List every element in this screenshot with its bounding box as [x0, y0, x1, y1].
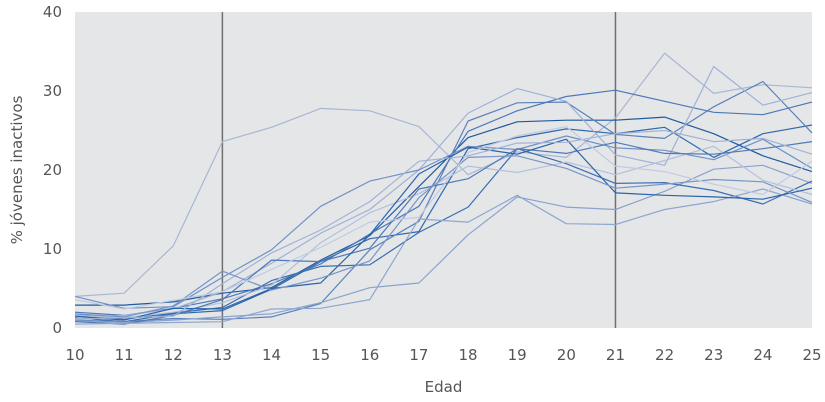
y-axis-ticks: 0 10 20 30 40 [43, 3, 62, 337]
series-line-8 [74, 148, 813, 320]
x-tick-label: 19 [508, 346, 527, 364]
series-line-14 [74, 129, 813, 320]
y-tick-label: 40 [43, 3, 62, 21]
x-tick-label: 22 [655, 346, 674, 364]
y-tick-label: 10 [43, 240, 62, 258]
x-axis-ticks: 10 11 12 13 14 15 16 17 18 19 20 21 22 23 24 25 [65, 346, 821, 364]
series-line-2 [75, 116, 813, 306]
x-tick-label: 12 [164, 346, 183, 364]
series-line-12 [74, 188, 813, 325]
x-tick-label: 11 [115, 346, 134, 364]
x-tick-label: 21 [606, 346, 625, 364]
series-line-11 [74, 141, 813, 325]
series-line-13 [74, 138, 813, 321]
x-tick-label: 13 [213, 346, 232, 364]
series-lines [74, 52, 813, 325]
series-line-3 [74, 124, 813, 323]
y-tick-label: 0 [52, 319, 62, 337]
x-tick-label: 16 [360, 346, 379, 364]
series-line-1 [74, 52, 813, 297]
series-line-6 [74, 89, 813, 316]
x-tick-label: 23 [704, 346, 723, 364]
x-tick-label: 18 [459, 346, 478, 364]
series-line-16 [74, 125, 813, 310]
y-tick-label: 20 [43, 161, 62, 179]
x-tick-label: 15 [311, 346, 330, 364]
x-tick-label: 20 [557, 346, 576, 364]
x-tick-label: 24 [753, 346, 772, 364]
x-tick-label: 17 [409, 346, 428, 364]
series-line-5 [74, 164, 813, 324]
y-axis-title: % jóvenes inactivos [8, 95, 26, 244]
x-tick-label: 10 [65, 346, 84, 364]
x-tick-label: 25 [802, 346, 821, 364]
y-tick-label: 30 [43, 82, 62, 100]
x-axis-title: Edad [425, 378, 463, 396]
reference-lines [221, 12, 617, 328]
series-line-15 [74, 155, 813, 318]
x-tick-label: 14 [262, 346, 281, 364]
